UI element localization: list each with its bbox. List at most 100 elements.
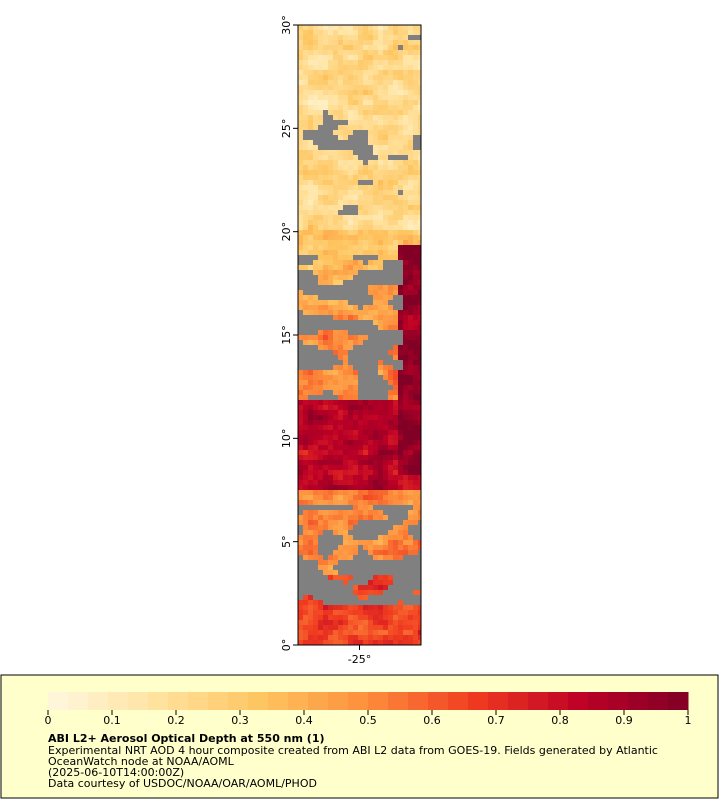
map-pixel [418,640,421,645]
map-pixel [303,505,308,510]
map-pixel [338,305,343,310]
map-pixel [323,230,328,235]
map-pixel [313,505,318,510]
map-pixel [368,450,373,455]
map-pixel [338,545,343,550]
map-pixel [413,25,418,30]
map-pixel [303,425,308,430]
map-pixel [373,540,378,545]
map-pixel [303,560,308,565]
map-pixel [338,405,343,410]
map-pixel [373,110,378,115]
map-pixel [418,560,421,565]
map-pixel [323,160,328,165]
map-pixel [298,510,303,515]
map-pixel [363,320,368,325]
map-pixel [333,325,338,330]
map-pixel [353,580,358,585]
map-pixel [348,90,353,95]
map-pixel [318,120,323,125]
map-pixel [383,70,388,75]
map-pixel [308,600,313,605]
map-pixel [358,460,363,465]
map-pixel [378,180,383,185]
map-pixel [398,510,403,515]
map-pixel [303,35,308,40]
map-pixel [303,65,308,70]
map-pixel [378,500,383,505]
map-pixel [418,635,421,640]
map-pixel [383,435,388,440]
map-pixel [333,385,338,390]
map-pixel [298,275,303,280]
map-pixel [408,635,413,640]
map-pixel [303,475,308,480]
map-pixel [318,330,323,335]
map-pixel [348,85,353,90]
map-pixel [363,55,368,60]
map-pixel [408,300,413,305]
map-pixel [378,280,383,285]
map-pixel [348,35,353,40]
map-pixel [418,390,421,395]
map-pixel [373,150,378,155]
map-pixel [418,500,421,505]
map-pixel [318,185,323,190]
map-pixel [368,190,373,195]
map-pixel [408,45,413,50]
map-pixel [328,450,333,455]
map-pixel [373,390,378,395]
map-pixel [383,255,388,260]
map-pixel [328,95,333,100]
map-pixel [323,370,328,375]
map-pixel [368,400,373,405]
map-pixel [393,380,398,385]
map-pixel [378,60,383,65]
map-pixel [378,220,383,225]
map-pixel [388,435,393,440]
map-pixel [323,470,328,475]
map-pixel [353,155,358,160]
map-pixel [408,350,413,355]
map-pixel [358,445,363,450]
map-pixel [348,65,353,70]
map-pixel [358,40,363,45]
map-pixel [313,70,318,75]
map-pixel [413,275,418,280]
map-pixel [358,575,363,580]
map-pixel [408,565,413,570]
map-pixel [313,405,318,410]
map-pixel [398,90,403,95]
map-pixel [343,155,348,160]
map-pixel [393,105,398,110]
map-pixel [398,540,403,545]
map-pixel [418,460,421,465]
map-pixel [348,110,353,115]
map-pixel [408,115,413,120]
map-pixel [353,205,358,210]
map-pixel [313,170,318,175]
map-pixel [308,100,313,105]
map-pixel [298,220,303,225]
map-pixel [308,240,313,245]
map-pixel [348,50,353,55]
map-pixel [318,175,323,180]
map-pixel [358,430,363,435]
map-pixel [358,110,363,115]
map-pixel [403,205,408,210]
map-pixel [303,160,308,165]
map-pixel [328,610,333,615]
map-pixel [313,380,318,385]
map-pixel [388,290,393,295]
map-pixel [408,310,413,315]
map-pixel [333,30,338,35]
map-pixel [388,430,393,435]
map-pixel [413,410,418,415]
map-pixel [378,475,383,480]
map-pixel [373,440,378,445]
map-pixel [413,385,418,390]
map-pixel [403,540,408,545]
map-pixel [413,185,418,190]
map-pixel [333,500,338,505]
map-pixel [403,460,408,465]
